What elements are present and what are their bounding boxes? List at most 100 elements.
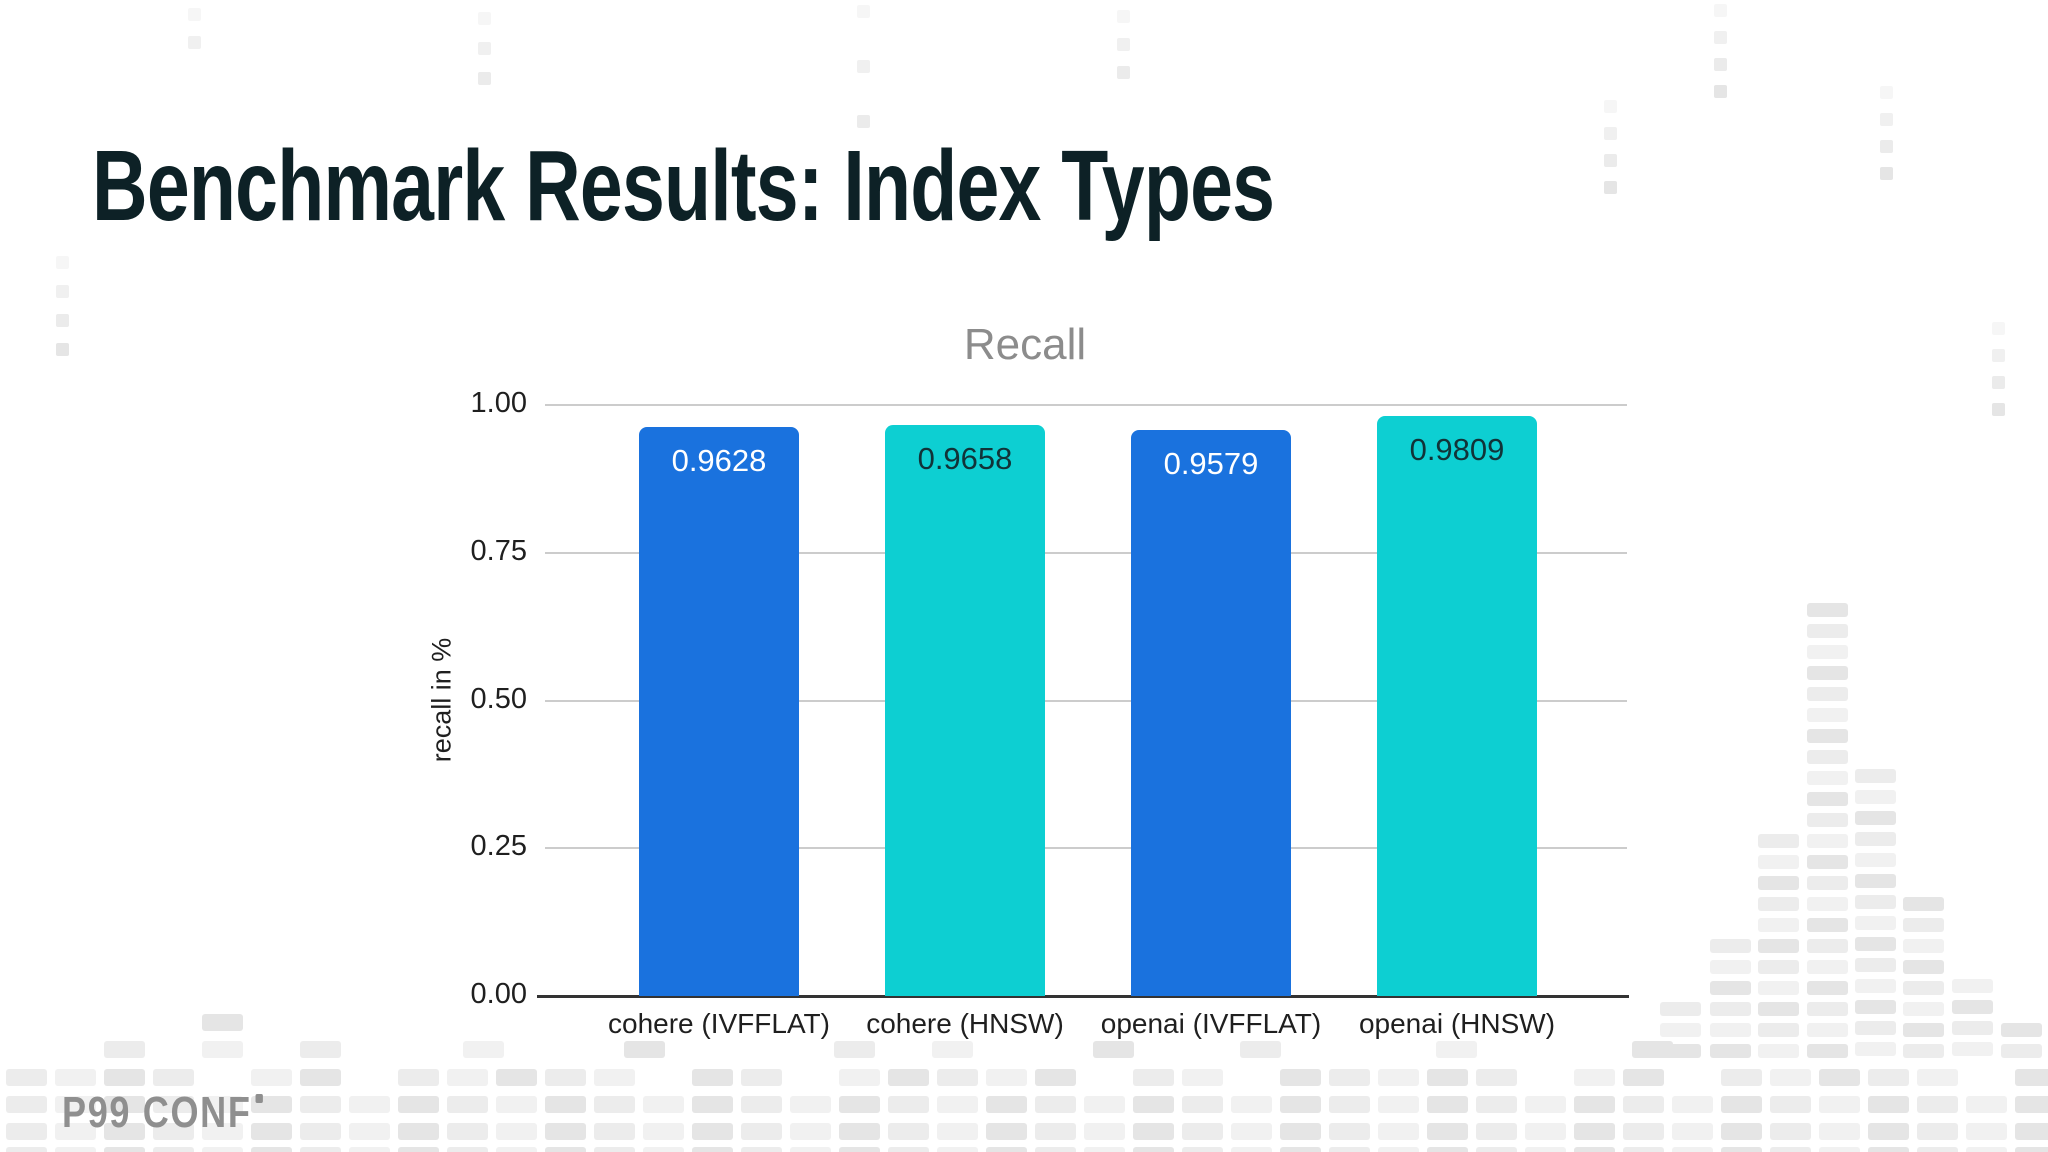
- eq-block: [1721, 1123, 1762, 1140]
- bg-dot: [1880, 167, 1893, 180]
- bg-dot: [56, 314, 69, 327]
- bar-openai-hnsw: [1377, 416, 1537, 996]
- eq-block: [839, 1147, 880, 1152]
- eq-block: [1574, 1147, 1615, 1152]
- eq-block: [1672, 1123, 1713, 1140]
- bg-dot: [1714, 4, 1727, 17]
- eq-block: [1807, 603, 1848, 617]
- eq-block: [1952, 1042, 1993, 1056]
- eq-block: [1231, 1147, 1272, 1152]
- bar-cohere-hnsw: [885, 425, 1045, 996]
- bg-dot: [1880, 140, 1893, 153]
- eq-block: [1807, 939, 1848, 953]
- bg-dot: [1714, 85, 1727, 98]
- bg-dot: [478, 72, 491, 85]
- eq-block: [1855, 769, 1896, 783]
- eq-block: [1329, 1123, 1370, 1140]
- eq-block: [1819, 1123, 1860, 1140]
- eq-block: [937, 1096, 978, 1113]
- bg-dot: [1604, 127, 1617, 140]
- eq-block: [1770, 1096, 1811, 1113]
- eq-block: [1807, 645, 1848, 659]
- eq-block: [1623, 1123, 1664, 1140]
- eq-block: [1231, 1123, 1272, 1140]
- eq-block: [1280, 1069, 1321, 1086]
- bg-dot: [857, 115, 870, 128]
- eq-block: [300, 1041, 341, 1058]
- p99-conf-logo: P99 CONF: [62, 1088, 264, 1138]
- eq-block: [1807, 960, 1848, 974]
- eq-block: [496, 1096, 537, 1113]
- eq-block: [1868, 1147, 1909, 1152]
- eq-block: [1855, 1042, 1896, 1056]
- eq-block: [1855, 937, 1896, 951]
- eq-block: [1807, 834, 1848, 848]
- eq-block: [1378, 1069, 1419, 1086]
- x-category-label: openai (HNSW): [1358, 1008, 1556, 1039]
- eq-block: [937, 1147, 978, 1152]
- eq-block: [1807, 918, 1848, 932]
- eq-block: [1819, 1147, 1860, 1152]
- gridline: [545, 551, 1627, 554]
- eq-block: [398, 1069, 439, 1086]
- eq-block: [790, 1123, 831, 1140]
- bg-dot: [1117, 10, 1130, 23]
- eq-block: [692, 1069, 733, 1086]
- eq-block: [1710, 1002, 1751, 1016]
- y-tick-label: 0.00: [470, 978, 527, 1010]
- eq-block: [1807, 708, 1848, 722]
- eq-block: [986, 1096, 1027, 1113]
- eq-block: [1855, 979, 1896, 993]
- eq-block: [1093, 1041, 1134, 1058]
- eq-block: [1133, 1147, 1174, 1152]
- bg-dot: [1714, 58, 1727, 71]
- eq-block: [1855, 895, 1896, 909]
- eq-block: [888, 1069, 929, 1086]
- eq-block: [104, 1147, 145, 1152]
- eq-block: [1525, 1147, 1566, 1152]
- eq-block: [104, 1041, 145, 1058]
- x-category-label: cohere (HNSW): [866, 1008, 1064, 1039]
- eq-block: [1807, 666, 1848, 680]
- eq-block: [2015, 1069, 2048, 1086]
- eq-block: [202, 1096, 243, 1113]
- eq-block: [1903, 918, 1944, 932]
- eq-block: [1182, 1147, 1223, 1152]
- eq-block: [300, 1069, 341, 1086]
- eq-block: [1280, 1096, 1321, 1113]
- eq-block: [1903, 1023, 1944, 1037]
- eq-block: [1574, 1069, 1615, 1086]
- eq-block: [6, 1123, 47, 1140]
- eq-block: [1574, 1096, 1615, 1113]
- eq-block: [1903, 981, 1944, 995]
- eq-block: [1758, 1044, 1799, 1058]
- eq-block: [1427, 1069, 1468, 1086]
- eq-block: [1966, 1123, 2007, 1140]
- eq-block: [932, 1041, 973, 1058]
- eq-block: [1903, 897, 1944, 911]
- eq-block: [1917, 1096, 1958, 1113]
- eq-block: [1807, 624, 1848, 638]
- eq-block: [2001, 1044, 2042, 1058]
- bg-dot: [1992, 349, 2005, 362]
- eq-block: [545, 1069, 586, 1086]
- bar-openai-ivfflat: [1131, 429, 1291, 996]
- eq-block: [790, 1096, 831, 1113]
- eq-block: [839, 1069, 880, 1086]
- bg-dot: [1117, 38, 1130, 51]
- eq-block: [55, 1123, 96, 1140]
- eq-block: [398, 1147, 439, 1152]
- eq-block: [545, 1123, 586, 1140]
- eq-block: [1378, 1096, 1419, 1113]
- eq-block: [1807, 792, 1848, 806]
- eq-block: [1917, 1123, 1958, 1140]
- eq-block: [1035, 1123, 1076, 1140]
- eq-block: [643, 1147, 684, 1152]
- eq-block: [496, 1123, 537, 1140]
- eq-block: [463, 1041, 504, 1058]
- eq-block: [1672, 1147, 1713, 1152]
- eq-block: [594, 1123, 635, 1140]
